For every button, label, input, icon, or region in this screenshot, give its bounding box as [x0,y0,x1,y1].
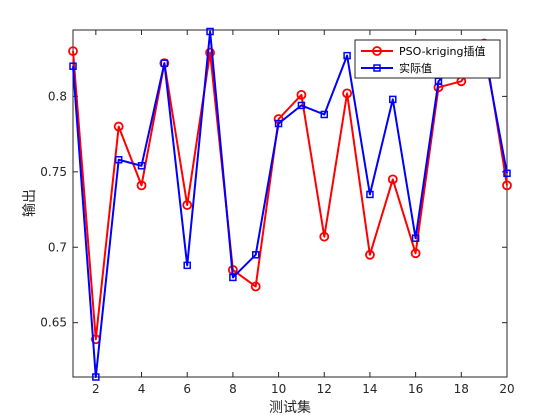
x-tick-label: 4 [138,382,146,396]
y-tick-label: 0.7 [48,240,67,254]
legend-swatch-marker [373,64,381,72]
series-line [72,42,508,341]
data-point [114,155,123,164]
x-tick-label: 16 [408,382,423,396]
y-axis-title: 输出 [22,189,38,217]
data-point [343,51,351,60]
data-point [320,110,329,119]
data-point [250,281,261,292]
data-point [411,234,420,242]
y-tick-label: 0.8 [48,89,67,103]
data-point [366,190,374,199]
data-point [92,373,100,381]
data-point [365,249,375,260]
x-tick-label: 12 [317,382,332,396]
data-point [503,169,511,178]
series-1 [68,38,512,345]
data-point [389,95,397,104]
data-point [68,46,78,57]
legend-label: PSO-kriging插值 [399,44,486,58]
data-point [206,27,214,36]
x-tick-label: 6 [183,382,191,396]
data-point [502,180,512,191]
x-axis-title: 测试集 [269,399,311,416]
data-point [342,88,353,99]
legend-label: 实际值 [399,61,432,75]
series-2 [69,27,511,381]
data-point [296,89,307,100]
series-layer [68,27,512,381]
data-point [69,62,77,70]
data-point [205,47,215,58]
data-point [182,200,193,210]
x-tick-label: 8 [229,382,237,396]
x-tick-label: 18 [454,382,469,396]
axis-ticks: 2 4 6 8 10 12 14 16 18 20 0.65 0.7 0.75 0.8 [40,30,515,396]
x-tick-label: 14 [362,382,377,396]
data-point [297,101,306,110]
data-point [387,174,398,185]
x-tick-label: 20 [499,382,514,396]
data-point [137,162,146,170]
data-point [136,180,147,191]
y-tick-label: 0.65 [40,316,67,330]
data-point [274,119,283,128]
x-tick-label: 2 [92,382,100,396]
series-line [72,30,508,378]
data-point [410,248,421,259]
data-point [183,261,191,270]
data-point [251,251,260,259]
legend-swatch-marker [372,46,382,56]
y-tick-label: 0.75 [40,165,67,179]
data-point [229,273,237,282]
x-tick-label: 10 [271,382,286,396]
plot-area: 2 4 6 8 10 12 14 16 18 20 0.65 0.7 0.75 0.8 [40,27,515,396]
data-point [319,231,330,242]
data-point [113,121,124,132]
data-point [160,59,169,67]
